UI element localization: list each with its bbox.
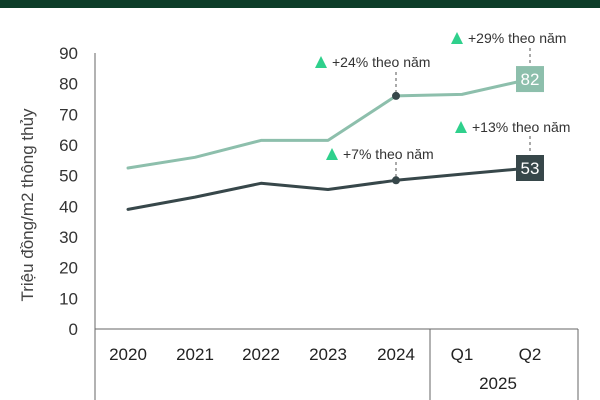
series-line-lower: [126, 166, 532, 211]
x-tick-label: 2020: [109, 345, 147, 364]
end-label-value: 82: [521, 70, 540, 89]
annotations: +24% theo năm +7% theo năm +29% theo năm +1…: [315, 30, 570, 185]
y-axis-label: Triệu đồng/m2 thông thủy: [18, 108, 37, 302]
y-tick-label: 10: [59, 289, 78, 308]
y-tick-label: 0: [69, 320, 78, 339]
y-tick-label: 80: [59, 75, 78, 94]
x-tick-label: 2023: [309, 345, 347, 364]
header-bar: [0, 0, 600, 8]
end-label-box: [516, 155, 544, 181]
series-lines: [126, 77, 532, 211]
y-tick-label: 40: [59, 197, 78, 216]
x-tick-label: 2022: [242, 345, 280, 364]
end-label-box: [516, 66, 544, 93]
annotation-text: +24% theo năm: [332, 54, 430, 70]
annotation-marker: [392, 91, 400, 100]
up-triangle-icon: [455, 121, 467, 133]
up-triangle-icon: [326, 148, 338, 160]
end-label-value: 53: [521, 159, 540, 178]
x-ticks: 2020 2021 2022 2023 2024 Q1 Q2: [109, 345, 541, 364]
annotation-text: +7% theo năm: [343, 146, 434, 162]
annotation-marker: [392, 176, 400, 185]
y-ticks: 0 10 20 30 40 50 60 70 80 90: [59, 44, 78, 339]
y-tick-label: 30: [59, 228, 78, 247]
up-triangle-icon: [451, 32, 463, 44]
y-tick-label: 90: [59, 44, 78, 63]
x-tick-label: Q2: [519, 345, 542, 364]
series-line-upper: [126, 77, 532, 170]
x-tick-label: 2021: [176, 345, 214, 364]
end-labels: 82 53: [516, 66, 544, 181]
x-tick-label: 2024: [377, 345, 415, 364]
x-tick-label: Q1: [451, 345, 474, 364]
y-tick-label: 20: [59, 259, 78, 278]
y-tick-label: 50: [59, 167, 78, 186]
annotation-text: +13% theo năm: [472, 119, 570, 135]
x-group-label: 2025: [479, 374, 517, 393]
y-tick-label: 70: [59, 105, 78, 124]
up-triangle-icon: [315, 56, 327, 68]
annotation-text: +29% theo năm: [468, 30, 566, 46]
y-tick-label: 60: [59, 136, 78, 155]
